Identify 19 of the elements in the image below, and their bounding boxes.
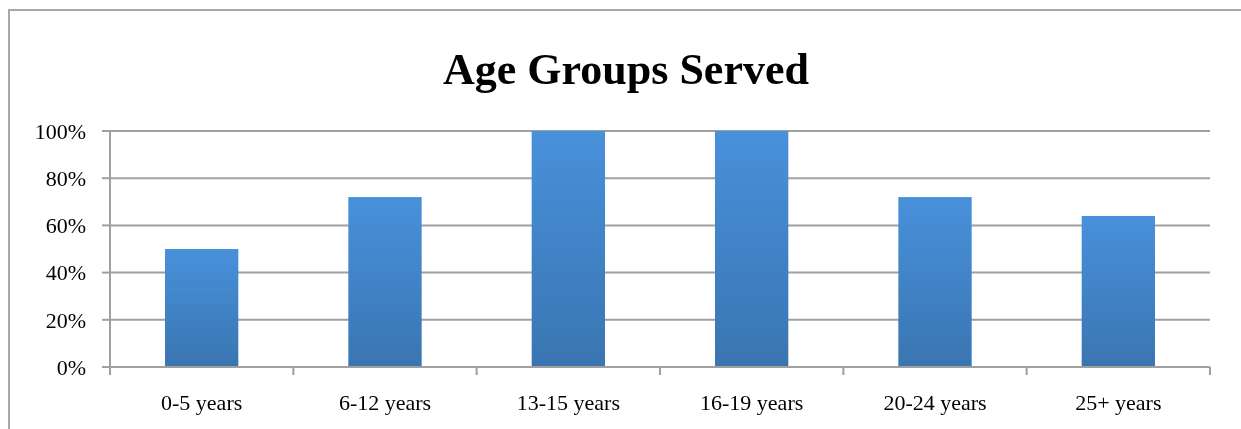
y-tick-label: 60% <box>45 213 86 239</box>
x-tick-label: 25+ years <box>1075 390 1162 415</box>
x-tick-label: 20-24 years <box>883 390 987 415</box>
y-tick-label: 100% <box>34 118 86 144</box>
y-tick-label: 20% <box>45 307 86 333</box>
bar <box>715 131 789 367</box>
bar <box>531 131 605 367</box>
y-tick-label: 40% <box>45 260 86 286</box>
x-tick-label: 13-15 years <box>516 390 620 415</box>
bar <box>165 249 239 367</box>
y-tick-label: 80% <box>45 165 86 191</box>
x-tick-label: 16-19 years <box>700 390 804 415</box>
x-tick-label: 0-5 years <box>161 390 243 415</box>
bar <box>1081 215 1155 367</box>
bar <box>348 197 422 367</box>
x-tick-label: 6-12 years <box>338 390 432 415</box>
y-tick-label: 0% <box>56 354 86 380</box>
chart-title: Age Groups Served <box>443 45 809 94</box>
bar <box>898 197 972 367</box>
